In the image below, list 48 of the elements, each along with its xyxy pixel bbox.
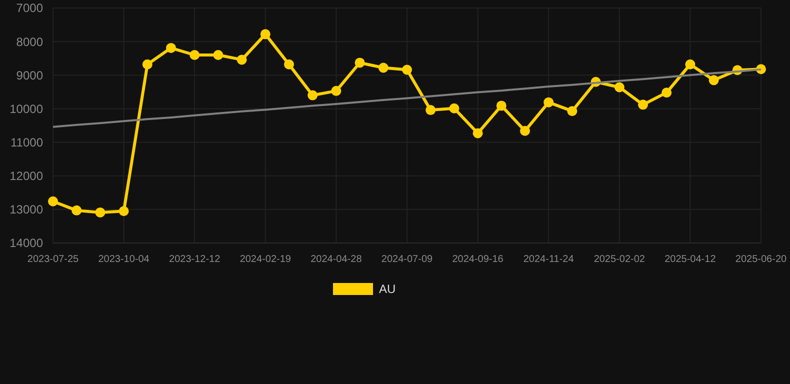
point bbox=[118, 206, 129, 216]
point bbox=[142, 59, 152, 70]
point bbox=[72, 205, 82, 216]
point bbox=[449, 103, 460, 114]
point bbox=[496, 100, 506, 111]
point bbox=[662, 88, 672, 98]
point bbox=[567, 106, 578, 116]
x-tick-label: 2025-06-20 bbox=[735, 254, 788, 265]
point bbox=[284, 59, 294, 70]
x-tick-label: 2024-09-16 bbox=[452, 254, 504, 265]
y-tick-label: 11000 bbox=[10, 135, 44, 150]
x-tick-label: 2025-02-02 bbox=[594, 254, 646, 265]
point bbox=[354, 58, 365, 68]
point bbox=[331, 86, 342, 96]
point bbox=[426, 105, 436, 116]
point bbox=[308, 90, 318, 100]
point bbox=[472, 128, 483, 138]
point bbox=[544, 97, 554, 108]
x-tick-label: 2024-11-24 bbox=[523, 254, 574, 265]
point bbox=[614, 82, 624, 92]
point bbox=[520, 126, 530, 136]
y-tick-label: 12000 bbox=[10, 169, 44, 184]
y-tick-label: 14000 bbox=[10, 236, 44, 250]
y-tick-label: 10000 bbox=[10, 102, 44, 116]
point bbox=[685, 59, 696, 70]
y-tick-label: 13000 bbox=[10, 202, 44, 217]
y-tick-label: 9000 bbox=[16, 68, 44, 82]
y-tick-label: 7000 bbox=[16, 1, 44, 16]
point bbox=[708, 75, 719, 86]
x-tick-label: 2024-04-28 bbox=[310, 254, 362, 265]
point bbox=[166, 42, 176, 53]
x-tick-label: 2023-12-12 bbox=[169, 254, 221, 265]
point bbox=[95, 207, 106, 218]
point bbox=[378, 62, 388, 73]
x-tick-label: 2023-07-25 bbox=[27, 254, 80, 265]
point bbox=[190, 50, 200, 60]
point bbox=[638, 100, 648, 110]
point bbox=[402, 64, 412, 75]
point bbox=[48, 196, 58, 206]
point bbox=[213, 50, 224, 60]
y-tick-label: 8000 bbox=[16, 34, 44, 49]
legend-label: AU bbox=[379, 282, 396, 296]
point bbox=[236, 54, 247, 65]
x-tick-label: 2024-02-19 bbox=[240, 254, 292, 265]
x-tick-label: 2025-04-12 bbox=[664, 254, 716, 265]
point bbox=[260, 29, 270, 40]
x-tick-label: 2024-07-09 bbox=[381, 254, 434, 265]
x-tick-label: 2023-10-04 bbox=[98, 254, 150, 265]
